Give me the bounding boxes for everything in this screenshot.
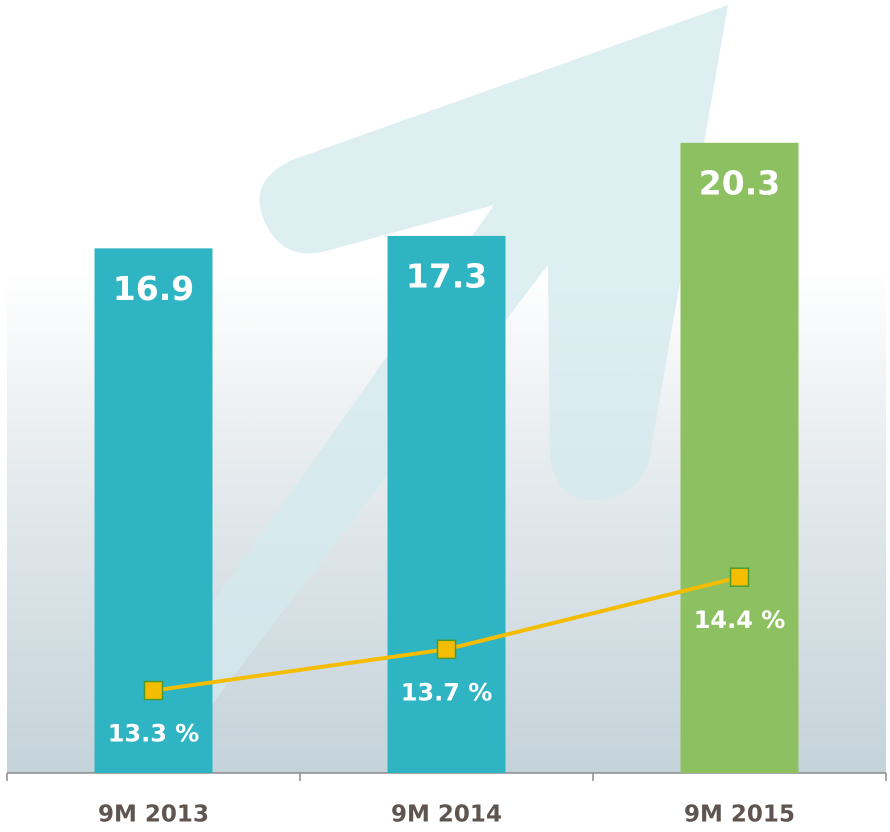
line-marker (436, 639, 457, 660)
line-value-label: 14.4 % (694, 606, 786, 634)
line-value-label: 13.7 % (401, 678, 493, 706)
plot: 16.9 9M 2013 17.3 9M 2014 20.3 9M 2015 13.3 % 1… (94, 142, 799, 828)
x-tick-label: 9M 2015 (684, 802, 795, 828)
bar-value-label: 20.3 (699, 163, 780, 202)
x-tick-label: 9M 2013 (98, 802, 209, 828)
line-value-label: 13.3 % (108, 720, 200, 748)
line-marker (143, 680, 164, 701)
x-axis-ticks (6, 773, 887, 781)
line-marker (729, 567, 750, 587)
bar (680, 142, 799, 773)
x-tick-label: 9M 2014 (391, 802, 502, 828)
bar (387, 235, 506, 774)
bar-value-label: 16.9 (113, 269, 194, 308)
bar-value-label: 17.3 (406, 256, 487, 295)
